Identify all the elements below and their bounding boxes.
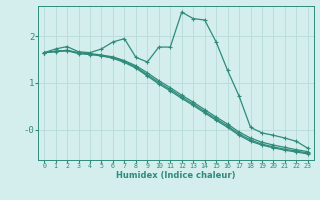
X-axis label: Humidex (Indice chaleur): Humidex (Indice chaleur) <box>116 171 236 180</box>
